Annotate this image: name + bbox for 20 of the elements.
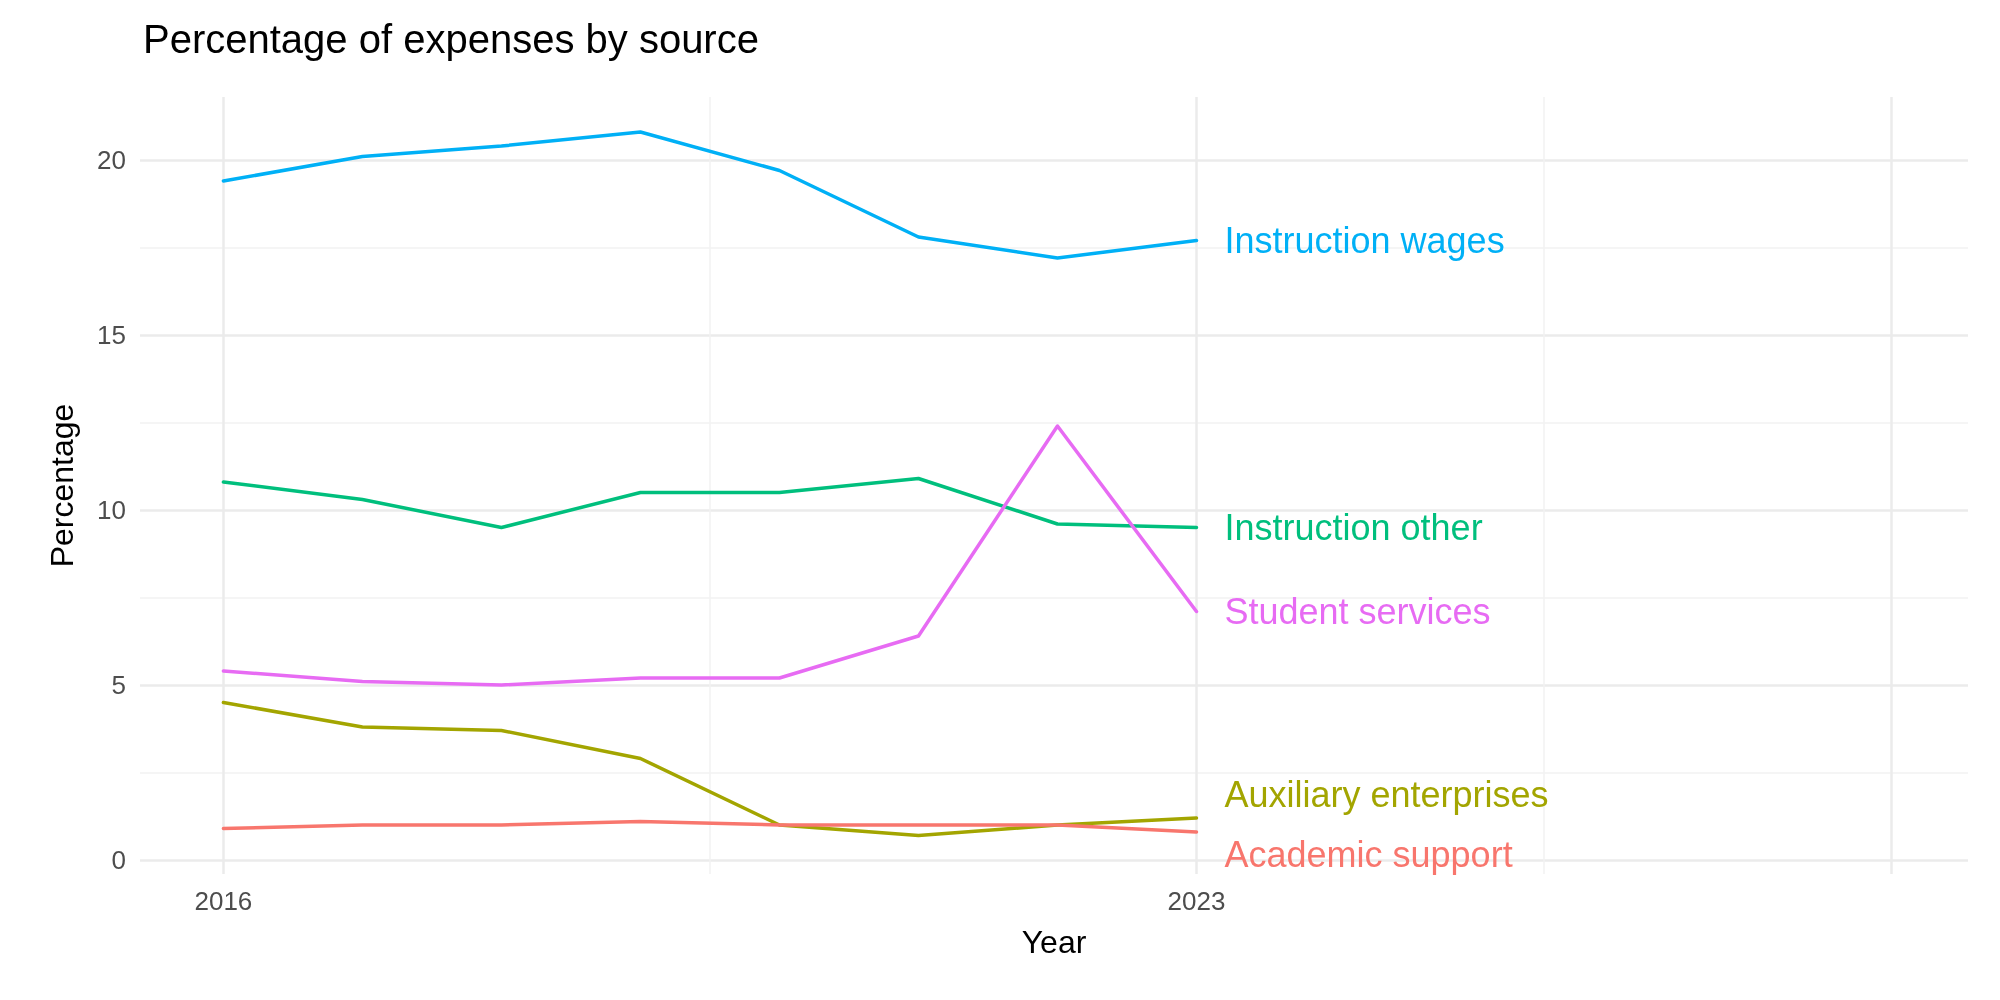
y-tick-label: 20 — [97, 145, 126, 175]
y-axis-title: Percentage — [44, 403, 80, 568]
line-series — [221, 130, 1199, 260]
series-label: Academic support — [1224, 833, 1513, 875]
y-tick-label: 5 — [111, 670, 126, 700]
line-series — [221, 700, 1199, 838]
y-tick-label: 10 — [97, 495, 126, 525]
line-series — [221, 476, 1199, 530]
y-tick-label: 15 — [97, 320, 126, 350]
line-series — [221, 424, 1199, 687]
x-tick-label: 2023 — [1167, 886, 1226, 916]
series-label: Student services — [1224, 591, 1491, 632]
series-label: Instruction wages — [1224, 220, 1505, 261]
chart-title: Percentage of expenses by source — [143, 17, 759, 61]
series-label: Auxiliary enterprises — [1224, 773, 1549, 815]
line-series — [221, 819, 1199, 834]
y-tick-label: 0 — [111, 845, 126, 875]
x-axis-title: Year — [1021, 924, 1087, 960]
series-label: Instruction other — [1224, 507, 1483, 548]
x-tick-label: 2016 — [194, 886, 253, 916]
